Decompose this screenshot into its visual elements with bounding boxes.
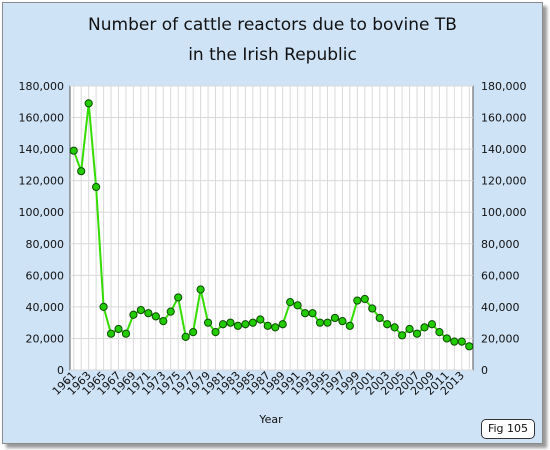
data-point: [405, 324, 414, 334]
data-point: [315, 318, 325, 327]
data-point: [308, 309, 317, 318]
data-point: [129, 310, 138, 319]
x-tick-label-leading: -: [66, 377, 70, 388]
data-point: [218, 320, 228, 329]
data-point: [323, 318, 332, 327]
y-ticks-left: 0 20,000 40,000 60,000 80,000 100,000 120,000 1…: [19, 80, 65, 377]
data-point: [84, 99, 93, 108]
data-point: [330, 313, 340, 323]
y-tick-label-left: 100,000: [19, 206, 65, 219]
y-tick-label-left: 0: [57, 364, 64, 377]
data-point: [390, 323, 399, 332]
y-tick-label-right: 80,000: [481, 238, 520, 251]
data-point: [360, 294, 369, 304]
data-point: [300, 309, 310, 318]
data-point: [69, 146, 78, 155]
data-point: [427, 320, 437, 329]
y-tick-label-left: 40,000: [26, 301, 65, 314]
data-point: [121, 329, 131, 338]
y-tick-label-left: 60,000: [26, 269, 65, 282]
chart-title-line1: Number of cattle reactors due to bovine …: [88, 15, 457, 35]
data-point: [226, 318, 235, 327]
data-point: [278, 320, 287, 329]
data-points: [69, 99, 474, 351]
data-point: [353, 296, 362, 305]
data-point: [159, 316, 168, 326]
y-tick-label-left: 160,000: [19, 112, 65, 125]
data-point: [457, 337, 466, 346]
data-point: [136, 305, 145, 315]
y-ticks-right: 0 20,000 40,000 60,000 80,000 100,000 120,000 1…: [481, 80, 527, 377]
data-point: [383, 320, 392, 329]
data-point: [412, 329, 422, 338]
data-point: [256, 315, 265, 324]
data-point: [293, 301, 302, 310]
data-point: [196, 285, 205, 294]
data-point: [233, 321, 243, 330]
data-point: [144, 309, 153, 318]
chart-frame: Number of cattle reactors due to bovine …: [2, 2, 543, 444]
data-point: [465, 342, 474, 351]
data-point: [420, 323, 429, 332]
y-tick-label-left: 20,000: [26, 332, 65, 345]
data-point: [203, 318, 213, 327]
data-point: [345, 321, 354, 330]
data-point: [450, 337, 459, 346]
y-tick-label-right: 180,000: [481, 80, 527, 93]
chart-title-line2: in the Irish Republic: [188, 45, 357, 65]
data-point: [338, 316, 347, 326]
y-tick-label-left: 180,000: [19, 80, 65, 93]
data-point: [189, 328, 198, 337]
data-point: [114, 324, 123, 334]
y-tick-label-right: 120,000: [481, 175, 527, 188]
data-point: [398, 331, 407, 340]
plot-area: [69, 85, 474, 371]
data-point: [92, 182, 101, 192]
y-tick-label-right: 20,000: [481, 332, 520, 345]
data-point: [174, 293, 183, 302]
y-tick-label-right: 60,000: [481, 269, 520, 282]
x-ticks: 1961196319651967196919711973197519771979…: [50, 369, 467, 398]
data-point: [271, 323, 280, 332]
x-axis-label: Year: [258, 413, 283, 426]
y-tick-label-right: 160,000: [481, 112, 527, 125]
data-point: [435, 328, 444, 337]
data-point: [181, 332, 190, 341]
y-tick-label-left: 80,000: [26, 238, 65, 251]
data-point: [106, 329, 116, 338]
data-point: [248, 318, 257, 327]
data-point: [211, 328, 220, 337]
data-point: [368, 304, 377, 313]
y-tick-label-right: 100,000: [481, 206, 527, 219]
chart-svg: 0 20,000 40,000 60,000 80,000 100,000 120,000 1…: [19, 80, 527, 426]
data-point: [263, 321, 272, 330]
y-tick-label-right: 140,000: [481, 143, 527, 156]
y-tick-label-right: 40,000: [481, 301, 520, 314]
data-point: [99, 302, 108, 311]
data-point: [286, 298, 295, 307]
data-point: [166, 307, 175, 316]
y-tick-label-right: 0: [481, 364, 488, 377]
figure-label: Fig 105: [481, 419, 535, 439]
y-tick-label-left: 120,000: [19, 175, 65, 188]
data-point: [151, 312, 160, 321]
data-point: [375, 313, 384, 323]
data-point: [77, 167, 86, 176]
data-point: [241, 320, 250, 329]
y-tick-label-left: 140,000: [19, 143, 65, 156]
data-point: [442, 334, 451, 343]
grid-layer: [70, 85, 473, 371]
